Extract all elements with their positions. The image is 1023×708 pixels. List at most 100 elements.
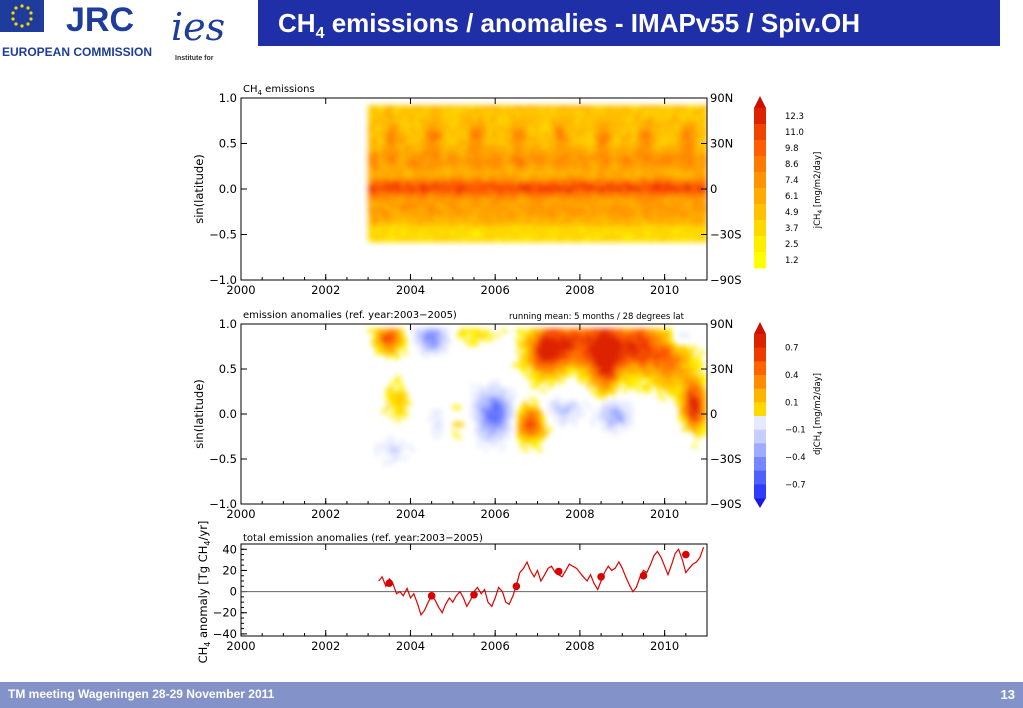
field-cell xyxy=(639,109,645,115)
field-cell xyxy=(671,173,676,179)
field-cell xyxy=(449,152,454,158)
field-cell xyxy=(572,409,577,415)
field-cell xyxy=(601,109,606,115)
field-cell xyxy=(558,207,563,213)
field-cell xyxy=(541,345,546,351)
x-tick-label: 2010 xyxy=(650,639,679,653)
field-cell xyxy=(597,207,602,213)
field-cell xyxy=(537,439,542,444)
field-cell xyxy=(675,118,680,123)
field-cell xyxy=(594,409,599,415)
field-cell xyxy=(488,224,493,230)
field-cell xyxy=(470,220,475,226)
field-cell xyxy=(565,224,570,230)
field-cell xyxy=(541,371,546,376)
field-cell xyxy=(435,349,440,355)
field-cell xyxy=(389,224,394,230)
field-cell xyxy=(502,426,507,432)
field-cell xyxy=(654,349,659,355)
field-cell xyxy=(519,341,525,347)
field-cell xyxy=(399,118,404,123)
field-cell xyxy=(392,194,397,200)
field-cell xyxy=(385,337,390,342)
field-cell xyxy=(664,173,669,179)
field-cell xyxy=(512,118,517,123)
field-cell xyxy=(399,224,404,230)
field-cell xyxy=(445,337,450,342)
field-cell xyxy=(505,109,510,115)
field-cell xyxy=(463,135,468,141)
field-cell xyxy=(396,237,401,243)
field-cell xyxy=(378,109,383,115)
field-cell xyxy=(661,337,666,342)
field-cell xyxy=(477,186,482,192)
field-cell xyxy=(428,211,433,217)
field-cell xyxy=(586,362,592,368)
field-cell xyxy=(608,337,613,342)
field-cell xyxy=(608,203,613,209)
field-cell xyxy=(385,186,390,192)
field-cell xyxy=(396,147,401,153)
field-cell xyxy=(435,186,440,192)
field-cell xyxy=(368,233,373,239)
field-cell xyxy=(403,409,408,415)
field-cell xyxy=(682,426,687,432)
field-cell xyxy=(650,164,655,170)
field-cell xyxy=(449,173,454,179)
field-cell xyxy=(477,439,482,444)
field-cell xyxy=(675,233,680,239)
annual-anomaly-marker xyxy=(512,582,521,591)
field-cell xyxy=(534,126,539,132)
field-cell xyxy=(689,224,694,230)
field-cell xyxy=(399,400,404,406)
field-cell xyxy=(544,332,549,338)
field-cell xyxy=(646,152,652,158)
field-cell xyxy=(601,362,606,368)
field-cell xyxy=(590,224,595,230)
field-cell xyxy=(424,130,429,136)
field-cell xyxy=(526,203,532,209)
field-cell xyxy=(403,456,408,461)
field-cell xyxy=(502,199,507,204)
field-cell xyxy=(406,228,412,234)
field-cell xyxy=(696,194,701,200)
field-cell xyxy=(385,220,390,226)
field-cell xyxy=(692,186,698,192)
field-cell xyxy=(498,147,503,153)
field-cell xyxy=(452,139,457,145)
field-cell xyxy=(696,182,701,187)
field-cell xyxy=(668,237,673,243)
field-cell xyxy=(445,135,450,141)
field-cell xyxy=(671,190,676,196)
field-cell xyxy=(572,224,577,230)
field-cell xyxy=(498,216,503,222)
field-cell xyxy=(682,186,687,192)
field-cell xyxy=(396,332,401,338)
field-cell xyxy=(586,113,592,119)
field-cell xyxy=(421,109,426,115)
field-cell xyxy=(629,366,634,372)
field-cell xyxy=(608,422,613,427)
field-cell xyxy=(491,405,496,410)
field-cell xyxy=(530,216,535,222)
field-cell xyxy=(703,156,707,162)
x-tick-label: 2000 xyxy=(226,507,255,521)
field-cell xyxy=(569,345,574,351)
field-cell xyxy=(597,366,602,372)
field-cell xyxy=(689,143,694,149)
field-cell xyxy=(699,194,705,200)
field-cell xyxy=(428,216,433,222)
field-cell xyxy=(516,422,521,427)
field-cell xyxy=(654,341,659,347)
field-cell xyxy=(636,109,641,115)
field-cell xyxy=(696,417,701,423)
field-cell xyxy=(594,211,599,217)
field-cell xyxy=(601,156,606,162)
field-cell xyxy=(692,422,698,427)
field-cell xyxy=(519,362,525,368)
field-cell xyxy=(406,118,412,123)
field-cell xyxy=(611,203,616,209)
field-cell xyxy=(611,409,616,415)
field-cell xyxy=(604,126,609,132)
field-cell xyxy=(699,211,705,217)
